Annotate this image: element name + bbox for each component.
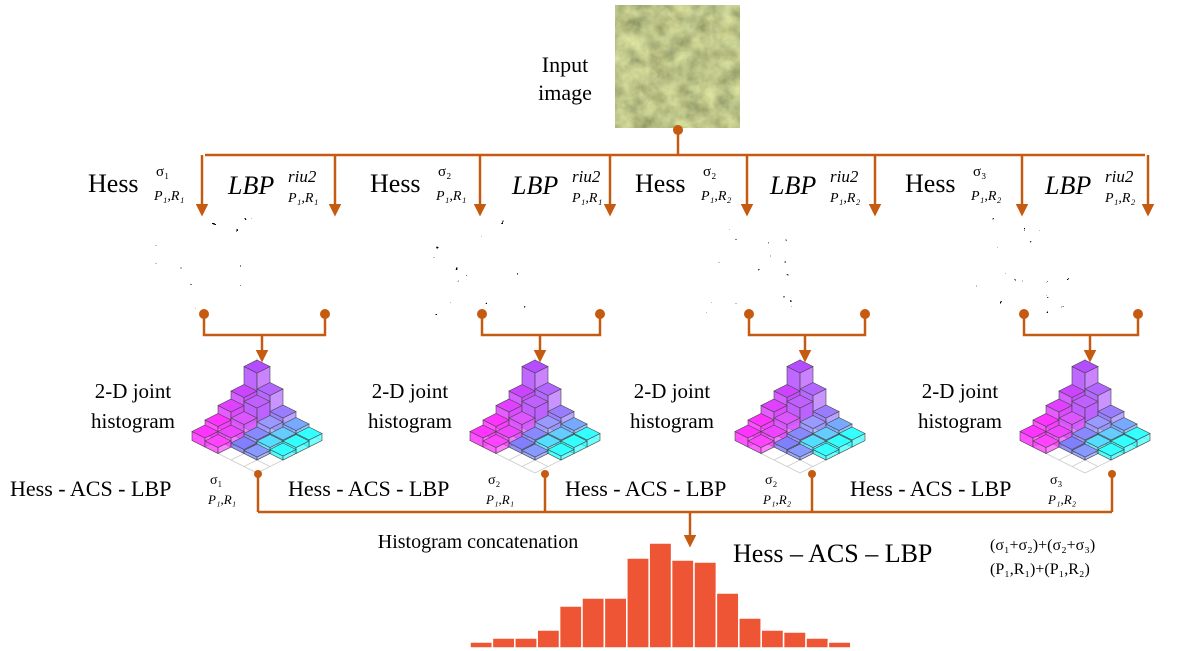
descriptor-params: P₁,R₂ — [1047, 492, 1077, 507]
descriptor-params: P₁,R₁ — [207, 492, 236, 507]
joint-label: histogram — [368, 409, 452, 433]
joint-label: histogram — [918, 409, 1002, 433]
hess-image — [430, 218, 530, 315]
hess-sigma: σ₂ — [703, 164, 716, 180]
lbp-subscript: P₁,R₂ — [829, 191, 860, 206]
lbp-label: LBP — [1044, 171, 1091, 200]
joint-label: histogram — [630, 409, 714, 433]
hess-sigma: σ₂ — [438, 164, 451, 180]
hess-label: Hess — [370, 169, 421, 198]
hess-params: P₁,R₂ — [970, 189, 1001, 204]
hess-label: Hess — [88, 169, 139, 198]
branch: Hess σ₂ P₁,R₁ LBP riu2 P₁,R₁ 2-D joint histogra… — [288, 155, 658, 512]
lbp-superscript: riu2 — [288, 167, 317, 186]
lbp-superscript: riu2 — [830, 167, 859, 186]
hess-label: Hess — [905, 169, 956, 198]
descriptor-params: P₁,R₁ — [485, 492, 514, 507]
branch: Hess σ₁ P₁,R₁ LBP riu2 P₁,R₁ 2-D joint histogra… — [10, 155, 383, 512]
input-image — [615, 5, 740, 128]
input-label: image — [538, 80, 592, 105]
lbp-label: LBP — [227, 171, 274, 200]
final-superscript: (σ₁+σ₂)+(σ₂+σ₃) — [990, 537, 1095, 554]
descriptor-label: Hess - ACS - LBP — [10, 476, 171, 501]
joint-label: 2-D joint — [95, 379, 172, 403]
lbp-image — [825, 218, 923, 315]
joint-histogram — [1020, 358, 1150, 473]
lbp-label: LBP — [511, 171, 558, 200]
branch: Hess σ₃ P₁,R₂ LBP riu2 P₁,R₂ 2-D joint histogra… — [850, 155, 1196, 512]
hess-image — [152, 218, 252, 315]
hess-sigma: σ₁ — [156, 164, 169, 180]
final-subscript: (P₁,R₁)+(P₁,R₂) — [990, 561, 1090, 578]
hess-image — [972, 218, 1072, 315]
lbp-image — [1098, 218, 1196, 315]
final-label: Hess – ACS – LBP — [733, 539, 932, 568]
joint-label: histogram — [91, 409, 175, 433]
lbp-superscript: riu2 — [572, 167, 601, 186]
input-label: Input — [542, 52, 588, 77]
lbp-image — [560, 218, 658, 315]
lbp-label: LBP — [769, 171, 816, 200]
descriptor-label: Hess - ACS - LBP — [565, 476, 726, 501]
hess-params: P₁,R₁ — [153, 189, 184, 204]
lbp-subscript: P₁,R₁ — [287, 191, 318, 206]
joint-label: 2-D joint — [372, 379, 449, 403]
descriptor-label: Hess - ACS - LBP — [850, 476, 1011, 501]
joint-histogram — [735, 358, 865, 473]
diagram: Input image Histogram concatenation Hess… — [0, 0, 1198, 651]
lbp-image — [285, 218, 383, 315]
hess-image — [697, 218, 797, 315]
connector — [1024, 314, 1138, 335]
branch: Hess σ₂ P₁,R₂ LBP riu2 P₁,R₂ 2-D joint histogra… — [565, 155, 923, 512]
concatenation-label: Histogram concatenation — [378, 531, 579, 553]
descriptor-sigma: σ₃ — [1050, 473, 1063, 488]
hess-params: P₁,R₂ — [700, 189, 731, 204]
joint-label: 2-D joint — [922, 379, 999, 403]
joint-label: 2-D joint — [634, 379, 711, 403]
joint-histogram — [470, 358, 600, 473]
descriptor-label: Hess - ACS - LBP — [288, 476, 449, 501]
split-connector — [205, 125, 1145, 155]
lbp-superscript: riu2 — [1105, 167, 1134, 186]
descriptor-sigma: σ₂ — [488, 473, 501, 488]
hess-sigma: σ₃ — [973, 164, 986, 180]
lbp-subscript: P₁,R₂ — [1104, 191, 1135, 206]
descriptor-sigma: σ₂ — [765, 473, 778, 488]
hess-label: Hess — [635, 169, 686, 198]
connector — [204, 314, 325, 335]
connector — [749, 314, 865, 335]
connector — [482, 314, 600, 335]
descriptor-params: P₁,R₂ — [762, 492, 792, 507]
lbp-subscript: P₁,R₁ — [571, 191, 602, 206]
hess-params: P₁,R₁ — [435, 189, 466, 204]
descriptor-sigma: σ₁ — [210, 473, 222, 488]
joint-histogram — [192, 358, 322, 473]
